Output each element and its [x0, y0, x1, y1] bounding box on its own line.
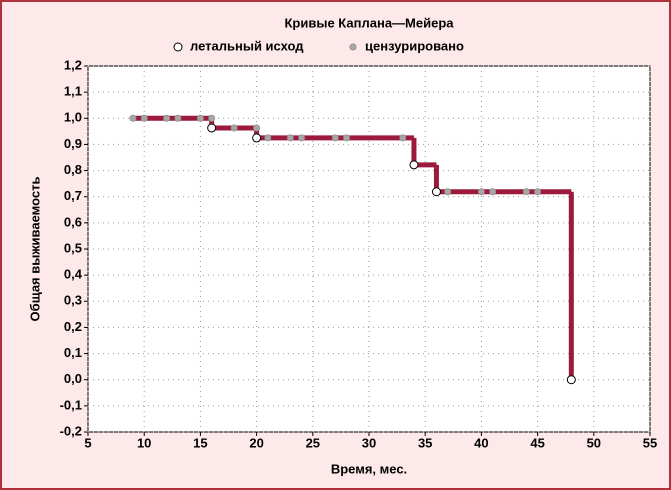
censored-point	[196, 114, 204, 122]
censored-point	[230, 124, 238, 132]
y-tick-label: 0,1	[64, 345, 82, 360]
y-tick-label: 1,0	[64, 110, 82, 125]
censored-point	[253, 124, 261, 132]
y-tick-label: 0,4	[64, 267, 83, 282]
censored-point	[129, 114, 137, 122]
chart-title: Кривые Каплана—Мейера	[285, 15, 455, 30]
event-point	[566, 375, 576, 385]
x-tick-label: 10	[137, 435, 151, 450]
y-tick-label: 0,0	[64, 371, 82, 386]
x-tick-label: 25	[306, 435, 320, 450]
censored-point	[399, 134, 407, 142]
y-tick-label: 1,2	[64, 57, 82, 72]
y-tick-label: 0,2	[64, 319, 82, 334]
y-tick-label: -0,1	[60, 397, 82, 412]
censored-point	[174, 114, 182, 122]
censored-point	[286, 134, 294, 142]
y-tick-label: 0,5	[64, 240, 82, 255]
y-tick-label: 0,8	[64, 162, 82, 177]
x-tick-label: 15	[193, 435, 207, 450]
censored-point	[163, 114, 171, 122]
event-point	[409, 160, 419, 170]
censored-point	[298, 134, 306, 142]
event-point	[207, 123, 217, 133]
censored-point	[489, 188, 497, 196]
censored-point	[477, 188, 485, 196]
y-tick-label: -0,2	[60, 423, 82, 438]
y-tick-label: 1,1	[64, 84, 82, 99]
legend-label: летальный исход	[190, 38, 304, 53]
censored-point	[140, 114, 148, 122]
censored-point	[444, 188, 452, 196]
censored-point	[343, 134, 351, 142]
censored-point	[264, 134, 272, 142]
censored-point	[331, 134, 339, 142]
legend-marker	[173, 42, 183, 52]
y-tick-label: 0,9	[64, 136, 82, 151]
y-axis-label: Общая выживаемость	[27, 177, 42, 322]
x-tick-label: 50	[587, 435, 601, 450]
x-tick-label: 30	[362, 435, 376, 450]
y-tick-label: 0,3	[64, 293, 82, 308]
x-axis-label: Время, мес.	[331, 461, 407, 476]
censored-point	[534, 188, 542, 196]
censored-point	[522, 188, 530, 196]
x-tick-label: 45	[530, 435, 544, 450]
legend-marker	[349, 43, 357, 51]
x-tick-label: 40	[474, 435, 488, 450]
x-tick-label: 20	[249, 435, 263, 450]
x-tick-label: 5	[84, 435, 91, 450]
legend: летальный исход цензурировано	[173, 38, 464, 53]
y-tick-label: 0,6	[64, 214, 82, 229]
y-tick-label: 0,7	[64, 188, 82, 203]
legend-label: цензурировано	[365, 38, 464, 53]
censored-point	[208, 114, 216, 122]
x-tick-label: 35	[418, 435, 432, 450]
event-point	[431, 187, 441, 197]
x-tick-label: 55	[643, 435, 657, 450]
event-point	[252, 133, 262, 143]
